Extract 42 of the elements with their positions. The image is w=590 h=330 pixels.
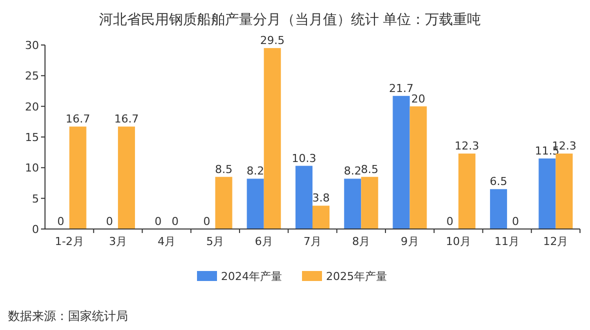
data-label: 0 [203, 215, 210, 228]
data-label: 20 [411, 92, 426, 106]
x-tick-label: 8月 [352, 235, 370, 248]
data-label: 10.3 [292, 152, 316, 165]
data-label: 0 [154, 215, 162, 228]
data-label: 12.3 [454, 140, 480, 153]
data-label: 0 [172, 215, 179, 228]
y-tick-label: 0 [32, 223, 39, 236]
data-label: 16.7 [114, 112, 139, 126]
data-label: 0 [512, 215, 520, 228]
data-label: 8.5 [360, 162, 378, 176]
x-tick-label: 10月 [446, 235, 471, 248]
data-label: 16.7 [66, 112, 90, 126]
x-tick-label: 9月 [400, 235, 419, 248]
data-label: 8.5 [214, 162, 232, 176]
data-label: 8.2 [246, 164, 264, 178]
legend-label: 2024年产量 [221, 270, 282, 283]
data-label: 0 [446, 215, 454, 228]
data-label: 3.8 [312, 192, 330, 205]
data-label: 29.5 [260, 34, 285, 48]
data-label: 6.5 [490, 175, 508, 188]
data-label: 0 [106, 215, 113, 228]
chart-title: 河北省民用钢质船舶产量分月（当月值）统计 单位：万载重吨 [98, 12, 482, 28]
y-tick-label: 30 [25, 39, 39, 52]
x-tick-label: 12月 [543, 235, 568, 248]
legend-label: 2025年产量 [326, 270, 387, 283]
x-tick-label: 1-2月 [54, 235, 84, 248]
y-tick-label: 15 [25, 131, 39, 144]
x-tick-label: 4月 [158, 235, 176, 248]
data-label: 8.2 [344, 164, 362, 178]
x-tick-label: 5月 [206, 235, 224, 248]
x-tick-label: 3月 [108, 235, 127, 248]
x-tick-label: 6月 [254, 235, 273, 248]
data-label: 0 [57, 215, 64, 228]
y-tick-label: 20 [25, 100, 39, 114]
x-tick-label: 7月 [304, 235, 322, 248]
x-tick-label: 11月 [494, 235, 520, 248]
y-tick-label: 25 [25, 70, 39, 83]
y-tick-label: 10 [25, 162, 39, 175]
source-note: 数据来源：国家统计局 [8, 309, 128, 323]
y-tick-label: 5 [32, 192, 39, 206]
data-label: 21.7 [389, 82, 414, 95]
